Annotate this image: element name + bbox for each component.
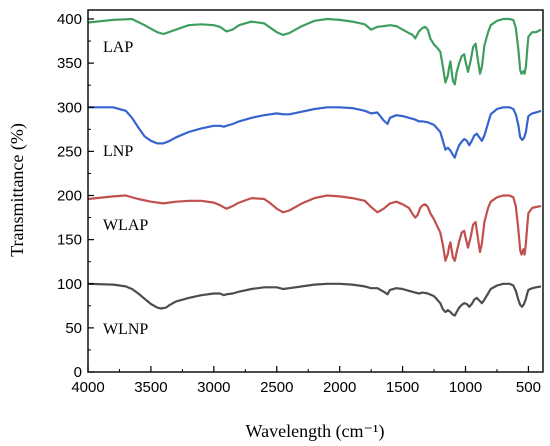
y-tick-label: 350 bbox=[57, 55, 82, 72]
y-tick-label: 300 bbox=[57, 99, 82, 116]
y-tick-label: 50 bbox=[65, 320, 82, 337]
x-tick-label: 3000 bbox=[197, 379, 230, 396]
plot-frame bbox=[87, 9, 544, 373]
x-axis-label: Wavelength (cm⁻¹) bbox=[246, 421, 385, 442]
x-tick-label: 3500 bbox=[134, 379, 167, 396]
y-tick-label: 100 bbox=[57, 276, 82, 293]
y-tick-label: 400 bbox=[57, 11, 82, 28]
series-line-wlap bbox=[88, 194, 542, 262]
x-tick-label: 2000 bbox=[323, 379, 356, 396]
series-label-lnp: LNP bbox=[103, 143, 133, 160]
series-label-wlap: WLAP bbox=[103, 217, 148, 234]
y-axis-label: Transmittance (%) bbox=[7, 123, 28, 257]
axes-layer bbox=[87, 9, 544, 373]
series-layer bbox=[88, 17, 542, 317]
y-tick-label: 150 bbox=[57, 232, 82, 249]
x-tick-label: 1500 bbox=[386, 379, 419, 396]
x-tick-label: 2500 bbox=[260, 379, 293, 396]
x-tick-label: 1000 bbox=[449, 379, 482, 396]
y-tick-label: 0 bbox=[74, 364, 82, 381]
y-tick-label: 250 bbox=[57, 143, 82, 160]
ticks-layer: 4000 3500 3000 2500 2000 1500 1000 500 0 50 100 150… bbox=[57, 11, 541, 396]
series-label-wlnp: WLNP bbox=[103, 321, 148, 338]
x-tick-label: 4000 bbox=[71, 379, 104, 396]
series-line-wlnp bbox=[88, 282, 542, 317]
series-line-lnp bbox=[88, 106, 542, 159]
y-tick-label: 200 bbox=[57, 188, 82, 205]
series-label-lap: LAP bbox=[103, 39, 133, 56]
x-tick-label: 500 bbox=[516, 379, 541, 396]
series-line-lap bbox=[88, 17, 542, 86]
